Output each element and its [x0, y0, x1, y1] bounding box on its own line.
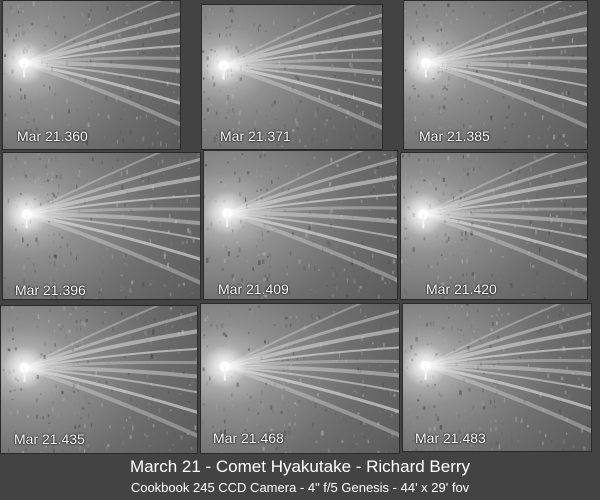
comet-frame-2: Mar 21.371 [201, 4, 383, 150]
comet-image [403, 304, 591, 451]
frame-timestamp-label: Mar 21.385 [419, 128, 490, 144]
comet-frame-3: Mar 21.385 [403, 0, 588, 150]
comet-frame-9: Mar 21.483 [402, 303, 592, 452]
comet-image [204, 151, 397, 299]
comet-frame-4: Mar 21.396 [2, 152, 201, 300]
comet-image [202, 5, 382, 149]
comet-image [1, 306, 197, 453]
comet-image [3, 1, 180, 149]
frame-timestamp-label: Mar 21.420 [426, 281, 497, 297]
caption-title: March 21 - Comet Hyakutake - Richard Ber… [129, 457, 471, 476]
comet-image [401, 153, 587, 299]
comet-image [201, 304, 399, 453]
frame-timestamp-label: Mar 21.396 [15, 282, 86, 298]
frame-timestamp-label: Mar 21.371 [220, 128, 291, 144]
caption-subtitle: Cookbook 245 CCD Camera - 4" f/5 Genesis… [130, 480, 470, 495]
comet-frame-5: Mar 21.409 [203, 150, 398, 300]
comet-frame-8: Mar 21.468 [200, 303, 400, 454]
comet-image [404, 1, 587, 149]
comet-image [3, 153, 200, 299]
frame-timestamp-label: Mar 21.483 [415, 430, 486, 446]
comet-frame-6: Mar 21.420 [400, 152, 588, 300]
comet-frame-1: Mar 21.360 [2, 0, 181, 150]
frame-timestamp-label: Mar 21.409 [218, 281, 289, 297]
frame-timestamp-label: Mar 21.360 [17, 128, 88, 144]
frame-timestamp-label: Mar 21.468 [213, 430, 284, 446]
comet-frame-7: Mar 21.435 [0, 305, 198, 454]
frame-timestamp-label: Mar 21.435 [14, 431, 85, 447]
